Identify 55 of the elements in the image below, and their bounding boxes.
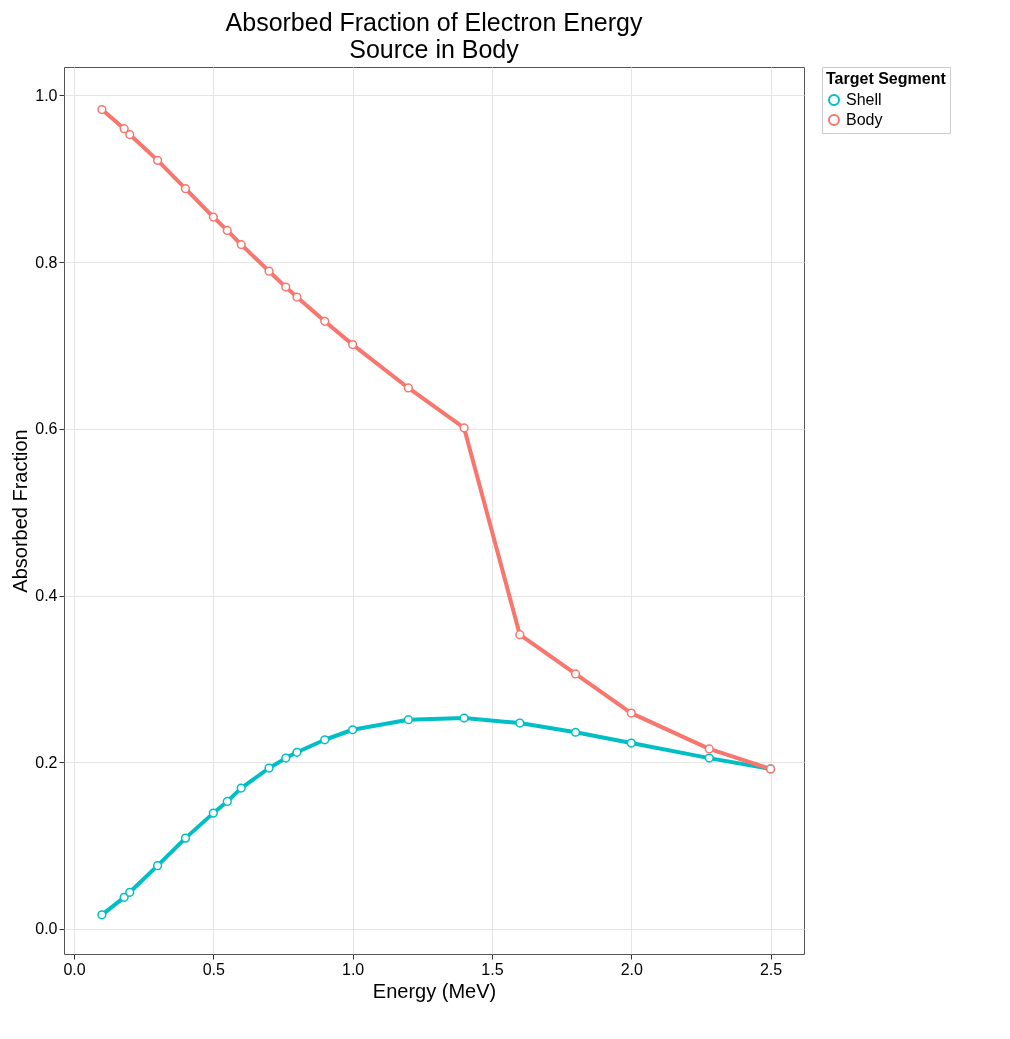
point bbox=[570, 727, 581, 737]
x-tick-label: 1.0 bbox=[342, 960, 365, 978]
point bbox=[403, 383, 413, 393]
chart-title: Absorbed Fraction of Electron Energy Source in Body bbox=[225, 7, 643, 63]
point bbox=[515, 630, 525, 640]
y-tick-label: 0.0 bbox=[35, 920, 58, 938]
point bbox=[292, 747, 302, 757]
point bbox=[704, 753, 714, 763]
point bbox=[570, 669, 581, 679]
point bbox=[281, 282, 291, 292]
x-axis-title: Energy (MeV) bbox=[372, 979, 497, 1002]
y-tick-label: 0.6 bbox=[35, 420, 58, 438]
point bbox=[236, 239, 246, 250]
point bbox=[459, 713, 469, 723]
point bbox=[320, 735, 330, 745]
point bbox=[626, 738, 636, 748]
point bbox=[222, 796, 232, 807]
point bbox=[292, 292, 302, 302]
point bbox=[208, 808, 218, 818]
y-axis-title: Absorbed Fraction bbox=[9, 429, 32, 593]
point bbox=[236, 783, 246, 793]
point bbox=[459, 423, 469, 433]
y-tick-label: 0.2 bbox=[35, 753, 58, 771]
y-tick-label: 0.8 bbox=[35, 253, 58, 271]
point bbox=[180, 833, 191, 843]
point bbox=[119, 124, 129, 134]
point bbox=[208, 212, 218, 222]
x-tick-label: 2.0 bbox=[620, 960, 643, 978]
x-tick-label: 1.5 bbox=[481, 960, 504, 978]
point bbox=[626, 708, 636, 718]
point bbox=[97, 910, 107, 920]
point bbox=[180, 184, 191, 194]
point bbox=[515, 718, 525, 728]
point bbox=[152, 155, 163, 165]
point bbox=[704, 744, 714, 754]
legend-label: Shell bbox=[846, 91, 882, 108]
legend-title: Target Segment bbox=[826, 70, 947, 87]
point bbox=[348, 725, 358, 735]
point bbox=[348, 339, 358, 350]
x-tick-label: 0.0 bbox=[63, 960, 86, 978]
x-tick-label: 0.5 bbox=[202, 960, 226, 978]
point bbox=[264, 763, 274, 773]
point bbox=[152, 861, 163, 871]
point bbox=[320, 316, 330, 326]
point bbox=[403, 715, 413, 725]
point bbox=[97, 104, 107, 115]
point bbox=[125, 887, 135, 897]
y-tick-label: 1.0 bbox=[35, 86, 58, 104]
legend-label: Body bbox=[846, 111, 883, 128]
x-tick-label: 2.5 bbox=[759, 960, 783, 978]
point bbox=[222, 225, 232, 236]
point bbox=[281, 753, 291, 763]
point bbox=[125, 129, 135, 140]
point bbox=[264, 266, 274, 276]
y-tick-label: 0.4 bbox=[35, 587, 58, 605]
